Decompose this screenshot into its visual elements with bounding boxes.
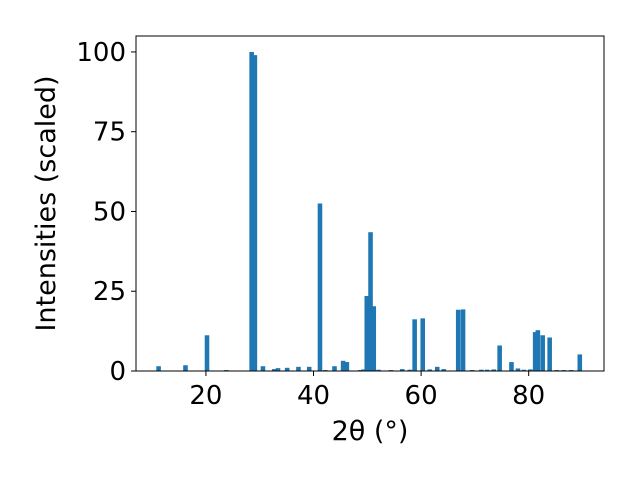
y-axis-label: Intensities (scaled): [31, 75, 62, 331]
bar: [547, 337, 552, 371]
bar: [306, 366, 312, 371]
bar: [332, 366, 337, 371]
bar: [455, 309, 461, 371]
bar: [420, 318, 425, 371]
bar: [156, 366, 161, 371]
bar: [577, 354, 583, 371]
x-tick-label: 20: [189, 381, 222, 411]
bar: [284, 367, 290, 371]
bars-group: [156, 51, 583, 371]
bar: [441, 369, 446, 371]
x-tick-label: 60: [405, 381, 438, 411]
bar: [376, 369, 381, 371]
y-axis-ticks: 0 25 50 75 100: [76, 38, 136, 387]
bar: [535, 330, 541, 371]
bar: [296, 366, 301, 371]
bar: [491, 369, 497, 371]
x-tick-label: 80: [512, 381, 545, 411]
bar: [368, 232, 373, 371]
bar: [260, 366, 266, 371]
bar: [484, 369, 490, 371]
bar: [399, 369, 405, 371]
bar: [252, 55, 258, 371]
x-axis-ticks: 20 40 60 80: [189, 371, 545, 411]
y-tick-label: 50: [93, 197, 126, 227]
bar: [427, 369, 432, 371]
bar: [271, 369, 277, 371]
bar: [340, 360, 346, 371]
bar: [509, 362, 514, 371]
y-tick-label: 75: [93, 118, 126, 148]
bar: [344, 362, 350, 371]
bar: [364, 296, 370, 371]
bar: [497, 345, 502, 371]
bar: [317, 203, 323, 371]
bar: [371, 306, 377, 371]
bar: [183, 365, 188, 371]
bar: [521, 369, 527, 371]
bar: [515, 368, 521, 371]
bar: [532, 332, 538, 371]
x-tick-label: 40: [297, 381, 330, 411]
x-axis-label: 2θ (°): [332, 416, 409, 447]
y-tick-label: 100: [76, 38, 126, 68]
bar: [528, 369, 533, 371]
plot-frame: [135, 35, 605, 372]
bar: [479, 369, 484, 371]
bar: [434, 366, 440, 371]
y-tick-label: 25: [93, 277, 126, 307]
bar: [249, 51, 254, 371]
bar: [460, 309, 466, 371]
bar: [412, 319, 417, 371]
y-tick-label: 0: [109, 357, 126, 387]
bar: [540, 335, 545, 371]
bar: [204, 335, 210, 371]
bar: [407, 369, 413, 371]
bar: [361, 369, 366, 371]
bar: [275, 368, 281, 371]
